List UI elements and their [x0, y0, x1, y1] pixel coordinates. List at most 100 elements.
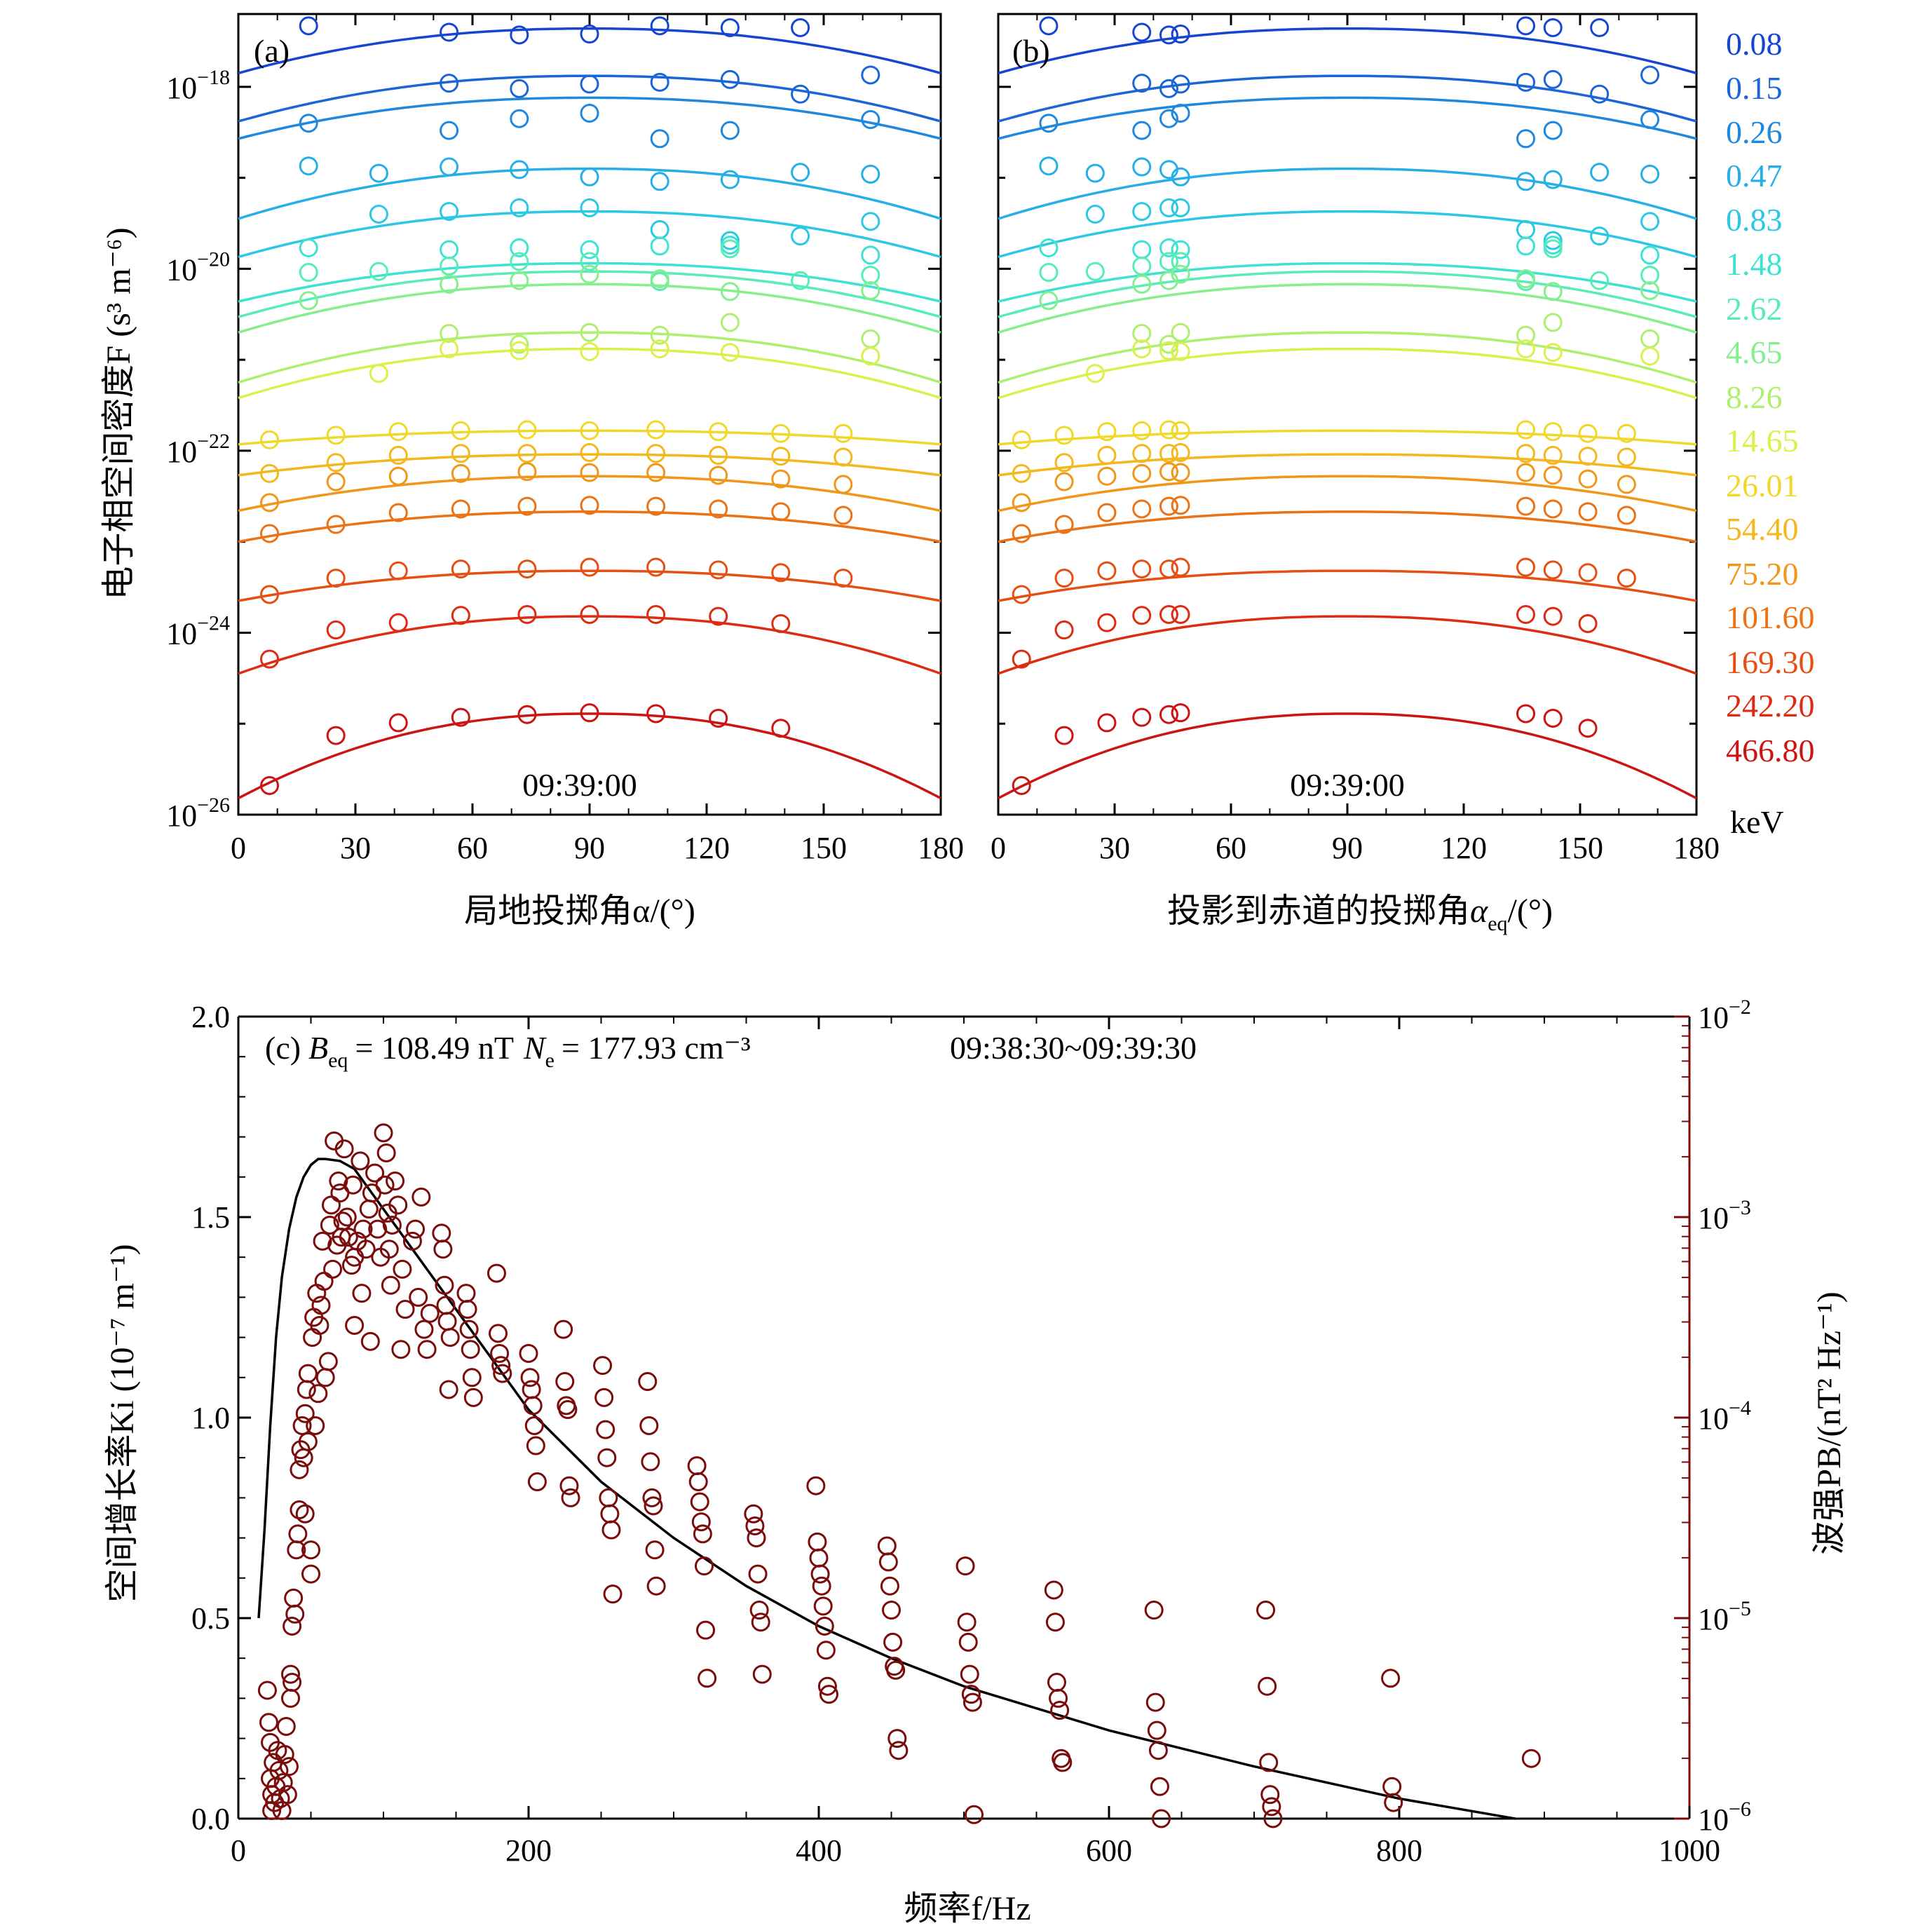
b-data-point-75.20	[1012, 493, 1031, 512]
a-data-point-1.48	[299, 238, 318, 258]
wave-power-point	[812, 1576, 831, 1596]
a-data-point-466.80	[326, 726, 346, 745]
b-data-point-169.30	[1054, 569, 1074, 588]
a-data-point-14.65	[369, 364, 388, 383]
wave-power-point	[694, 1556, 714, 1576]
b-data-point-26.01	[1578, 423, 1598, 443]
a-data-point-0.15	[440, 74, 459, 93]
a-data-point-0.83	[510, 198, 529, 217]
wave-power-point	[290, 1460, 309, 1479]
b-data-point-242.20	[1516, 605, 1536, 624]
wave-power-point	[645, 1540, 665, 1560]
a-data-point-4.65	[440, 274, 459, 294]
b-data-point-8.26	[1516, 325, 1536, 345]
a-data-point-26.01	[517, 420, 537, 440]
wave-power-point	[420, 1303, 440, 1323]
wave-power-point	[259, 1713, 278, 1732]
wave-power-point	[555, 1372, 575, 1392]
a-data-point-101.60	[834, 505, 853, 525]
a-data-point-101.60	[388, 503, 408, 522]
c-xtick-label: 800	[1376, 1833, 1422, 1868]
wave-power-point	[440, 1328, 460, 1347]
wave-power-point	[374, 1123, 393, 1143]
a-data-point-2.62	[791, 271, 810, 290]
c-ytick-label: 0.5	[191, 1601, 230, 1636]
b-data-point-0.83	[1132, 202, 1152, 222]
wave-power-point	[320, 1215, 339, 1235]
b-data-point-0.26	[1039, 114, 1059, 133]
a-fit-line-0.26	[238, 96, 941, 140]
b-data-point-242.20	[1097, 613, 1117, 632]
a-data-point-0.26	[580, 103, 599, 123]
a-data-point-4.65	[861, 281, 880, 301]
wave-power-point	[1258, 1676, 1277, 1696]
a-data-point-8.26	[861, 329, 880, 348]
b-data-point-169.30	[1097, 561, 1117, 581]
b-data-point-0.15	[1171, 74, 1190, 94]
b-data-point-0.08	[1039, 16, 1059, 36]
a-data-point-54.40	[451, 444, 470, 463]
wave-power-point	[303, 1328, 322, 1347]
wave-power-point	[639, 1416, 659, 1435]
b-data-point-75.20	[1171, 463, 1190, 482]
wave-power-point	[1045, 1613, 1065, 1632]
a-data-point-8.26	[510, 334, 529, 354]
b-data-point-54.40	[1132, 444, 1152, 463]
energy-unit-label: keV	[1730, 804, 1784, 840]
energy-label-14.65: 14.65	[1726, 423, 1799, 459]
wave-power-point	[559, 1476, 579, 1495]
wave-power-point	[886, 1660, 906, 1680]
energy-label-0.83: 0.83	[1726, 202, 1783, 238]
b-data-point-75.20	[1132, 463, 1152, 483]
b-data-point-26.01	[1054, 426, 1074, 445]
a-data-point-101.60	[260, 524, 280, 543]
a-data-point-0.26	[299, 114, 318, 133]
a-data-point-101.60	[580, 496, 599, 515]
b-data-point-0.08	[1516, 16, 1536, 36]
b-data-point-2.62	[1171, 252, 1190, 271]
wave-power-point	[638, 1372, 658, 1392]
b-data-point-54.40	[1543, 445, 1563, 465]
wave-power-point	[1050, 1701, 1070, 1720]
b-data-point-2.62	[1085, 262, 1105, 281]
wave-power-point	[519, 1343, 538, 1363]
b-data-point-26.01	[1516, 420, 1536, 440]
b-data-point-0.08	[1132, 22, 1152, 42]
wave-power-point	[406, 1219, 426, 1239]
a-data-point-101.60	[771, 502, 791, 522]
b-data-point-1.48	[1039, 238, 1059, 258]
a-data-point-75.20	[260, 493, 280, 512]
b-data-point-8.26	[1171, 323, 1190, 342]
a-data-point-0.26	[510, 109, 529, 128]
a-data-point-0.47	[580, 167, 599, 186]
wave-power-point	[257, 1681, 277, 1700]
b-data-point-54.40	[1516, 444, 1536, 463]
wave-power-point	[596, 1420, 615, 1439]
b-data-point-466.80	[1516, 704, 1536, 724]
a-xtick-label: 30	[340, 831, 371, 865]
b-data-point-75.20	[1054, 472, 1074, 491]
b-data-point-0.15	[1159, 79, 1178, 98]
wave-power-point	[745, 1516, 765, 1535]
a-data-point-54.40	[260, 463, 280, 483]
a-data-point-26.01	[326, 426, 346, 445]
wave-power-point	[283, 1616, 302, 1636]
b-fit-line-466.80	[998, 712, 1697, 800]
wave-power-point	[281, 1664, 301, 1684]
wave-power-point	[816, 1641, 836, 1660]
panel-b-time: 09:39:00	[1290, 767, 1405, 803]
a-data-point-101.60	[709, 499, 728, 519]
wave-power-point	[747, 1528, 766, 1548]
wave-power-point	[960, 1664, 979, 1684]
b-data-point-2.62	[1132, 256, 1152, 276]
panel-b-xlabel: 投影到赤道的投掷角αeq/(°)	[1167, 892, 1553, 935]
energy-label-1.48: 1.48	[1726, 246, 1783, 282]
b-fit-line-1.48	[998, 262, 1697, 303]
b-data-point-169.30	[1617, 569, 1636, 588]
b-data-point-75.20	[1578, 469, 1598, 489]
panel-a: 0 30 60 90 120 150 180 10−26 10−24 10−22 10−20 10−1…	[166, 13, 964, 865]
a-data-point-26.01	[834, 423, 853, 443]
b-data-point-0.47	[1039, 156, 1059, 176]
a-data-point-169.30	[451, 559, 470, 579]
wave-power-point	[386, 1172, 405, 1191]
